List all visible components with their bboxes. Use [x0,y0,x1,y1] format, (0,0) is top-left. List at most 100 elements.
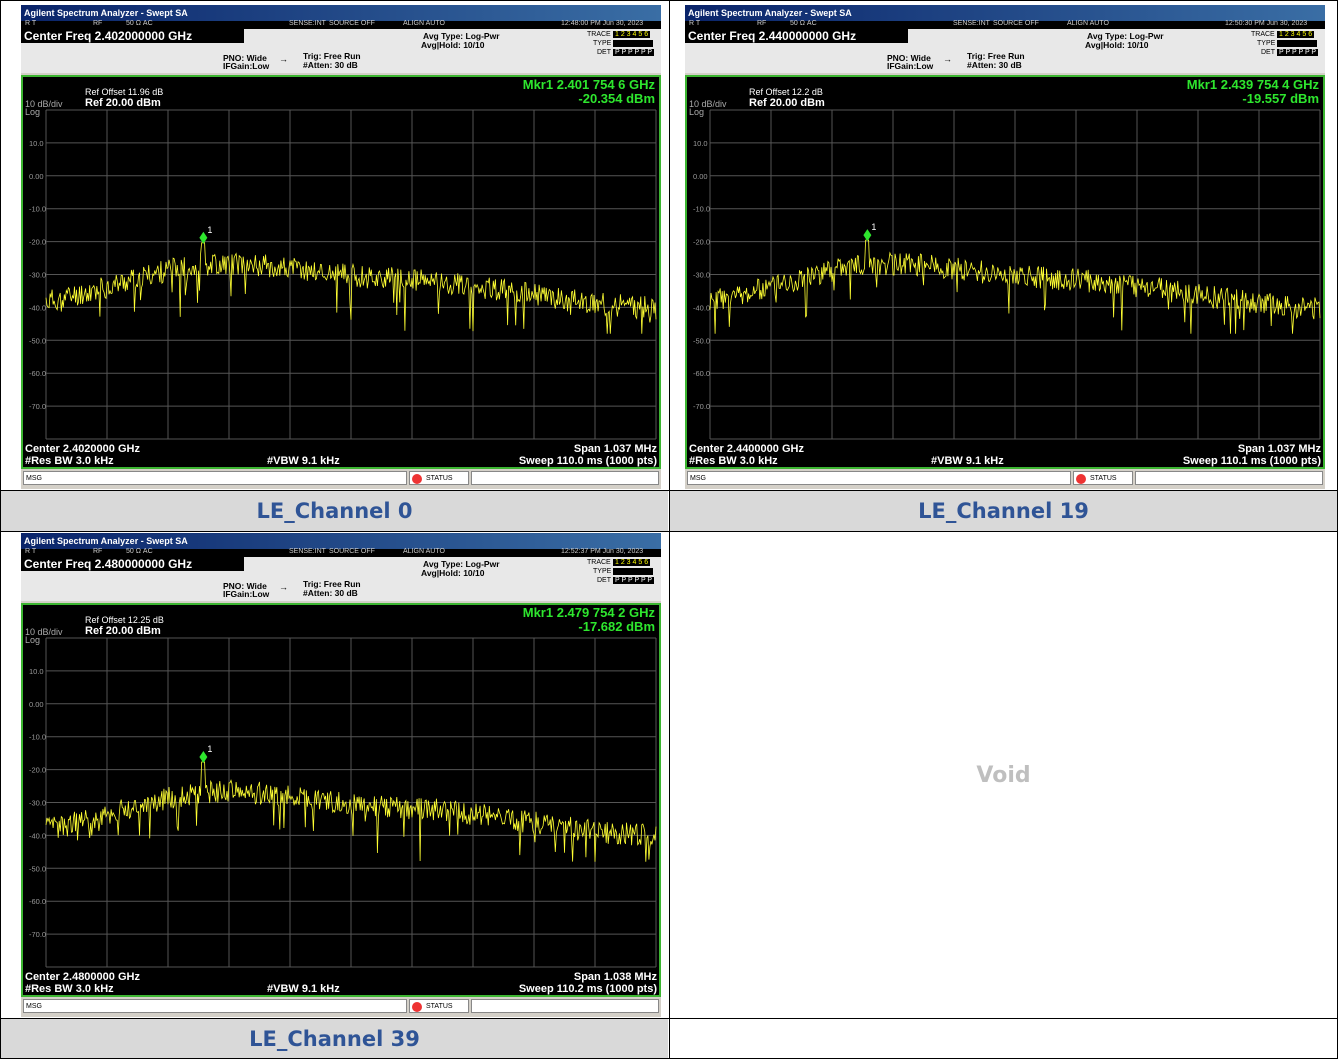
spectrum-trace [709,239,1321,334]
marker-number: 1 [207,225,212,235]
y-tick-label: -40.0 [693,303,710,312]
ref-offset: Ref Offset 12.2 dB [749,87,823,97]
message-bar: MSG STATUS [685,469,1325,489]
y-tick-label: -70.0 [29,930,46,939]
center-freq-field[interactable]: Center Freq 2.440000000 GHz [685,29,908,43]
spectrum-display: 10.0 0.00 -10.0 -20.0 -30.0 -40.0 -50.0 -60.0 -7… [21,75,661,469]
sense-indicator: SENSE:INT [289,548,326,555]
message-box: MSG [23,471,407,485]
y-tick-label: -50.0 [693,336,710,345]
center-frequency: Center 2.4400000 GHz [689,443,804,455]
log-scale-label: Log [689,107,705,117]
trace-type-icon [613,568,653,575]
center-freq-field[interactable]: Center Freq 2.402000000 GHz [21,29,244,43]
rf-indicator: RF [93,548,103,555]
source-indicator: SOURCE OFF [329,20,375,27]
settings-header: Center Freq 2.440000000 GHz PNO: Wide IF… [685,29,1325,73]
y-tick-label: -20.0 [29,766,46,775]
avg-hold: Avg|Hold: 10/10 [421,568,485,578]
y-tick-label: 0.00 [693,172,708,181]
scale-per-div: 10 dB/div [25,99,63,109]
message-bar: MSG STATUS [21,997,661,1017]
avg-hold: Avg|Hold: 10/10 [1085,40,1149,50]
pno-setting: PNO: Wide [887,53,931,63]
status-button[interactable]: STATUS [409,999,469,1013]
y-tick-label: -40.0 [29,831,46,840]
sweep-time: Sweep 110.1 ms (1000 pts) [1182,455,1321,467]
trace-label: TRACE [1251,31,1275,38]
align-indicator: ALIGN AUTO [1067,20,1109,27]
caption-ch0: LE_Channel 0 [256,499,413,523]
trace-numbers: 1 2 3 4 5 6 [613,31,651,38]
ifgain-setting: IFGain:Low [223,61,270,71]
center-freq-field[interactable]: Center Freq 2.480000000 GHz [21,557,244,571]
marker-diamond-icon[interactable] [199,231,208,244]
y-tick-label: -70.0 [693,402,710,411]
type-label: TYPE [1257,40,1276,47]
rf-indicator: RF [93,20,103,27]
trace-label: TRACE [587,559,611,566]
status-button[interactable]: STATUS [409,471,469,485]
detector-values: P P P P P P [613,49,655,56]
void-label: Void [976,762,1031,788]
spectrum-plot: 10.0 0.00 -10.0 -20.0 -30.0 -40.0 -50.0 -60.0 -7… [29,109,657,440]
y-tick-label: -10.0 [693,205,710,214]
atten-setting: #Atten: 30 dB [967,60,1022,70]
window-title: Agilent Spectrum Analyzer - Swept SA [685,5,1325,21]
det-label: DET [1261,49,1275,56]
spectrum-plot: 10.0 0.00 -10.0 -20.0 -30.0 -40.0 -50.0 -60.0 -7… [693,109,1321,440]
vbw: #VBW 9.1 kHz [267,983,340,995]
ifgain-setting: IFGain:Low [887,61,934,71]
atten-setting: #Atten: 30 dB [303,60,358,70]
spectrum-display: 10.0 0.00 -10.0 -20.0 -30.0 -40.0 -50.0 -60.0 -7… [21,603,661,997]
warning-icon [412,474,422,484]
log-scale-label: Log [25,107,41,117]
avg-type: Avg Type: Log-Pwr [1087,31,1164,41]
datetime: 12:48:00 PM Jun 30, 2023 [561,20,644,27]
caption-cell-ch0: LE_Channel 0 [1,491,668,531]
spectrum-screenshot-ch19: Agilent Spectrum Analyzer - Swept SA R T… [685,5,1325,489]
span: Span 1.037 MHz [573,443,657,455]
y-tick-label: -10.0 [29,733,46,742]
detector-values: P P P P P P [613,577,655,584]
mode-indicator: R T [689,20,701,27]
avg-hold: Avg|Hold: 10/10 [421,40,485,50]
res-bw: #Res BW 3.0 kHz [25,983,114,995]
trace-label: TRACE [587,31,611,38]
trigger-setting: Trig: Free Run [303,51,361,61]
avg-type: Avg Type: Log-Pwr [423,559,500,569]
datetime: 12:52:37 PM Jun 30, 2023 [561,548,644,555]
warning-icon [1076,474,1086,484]
status-info-box [471,999,659,1013]
trigger-arrow-icon: → [279,582,288,592]
scale-per-div: 10 dB/div [25,627,63,637]
datetime: 12:50:30 PM Jun 30, 2023 [1225,20,1308,27]
rf-indicator: RF [757,20,767,27]
source-indicator: SOURCE OFF [329,548,375,555]
spectrum-plot: 10.0 0.00 -10.0 -20.0 -30.0 -40.0 -50.0 -60.0 -7… [29,637,657,968]
pno-setting: PNO: Wide [223,581,267,591]
y-tick-label: -50.0 [29,864,46,873]
message-bar: MSG STATUS [21,469,661,489]
marker-diamond-icon[interactable] [863,229,872,242]
vbw: #VBW 9.1 kHz [931,455,1004,467]
source-indicator: SOURCE OFF [993,20,1039,27]
marker-diamond-icon[interactable] [199,750,208,763]
status-strip: R T RF 50 Ω AC SENSE:INT SOURCE OFF ALIG… [685,20,1325,29]
ifgain-setting: IFGain:Low [223,589,270,599]
marker-level: -17.682 dBm [578,619,655,634]
det-label: DET [597,577,611,584]
mode-indicator: R T [25,548,37,555]
warning-icon [412,1002,422,1012]
marker-level: -19.557 dBm [1242,91,1319,106]
trace-type-icon [613,40,653,47]
span: Span 1.037 MHz [1237,443,1321,455]
window-title: Agilent Spectrum Analyzer - Swept SA [21,533,661,549]
y-tick-label: -20.0 [29,238,46,247]
status-button[interactable]: STATUS [1073,471,1133,485]
status-label: STATUS [426,1003,453,1010]
detector-values: P P P P P P [1277,49,1319,56]
det-label: DET [597,49,611,56]
status-strip: R T RF 50 Ω AC SENSE:INT SOURCE OFF ALIG… [21,20,661,29]
